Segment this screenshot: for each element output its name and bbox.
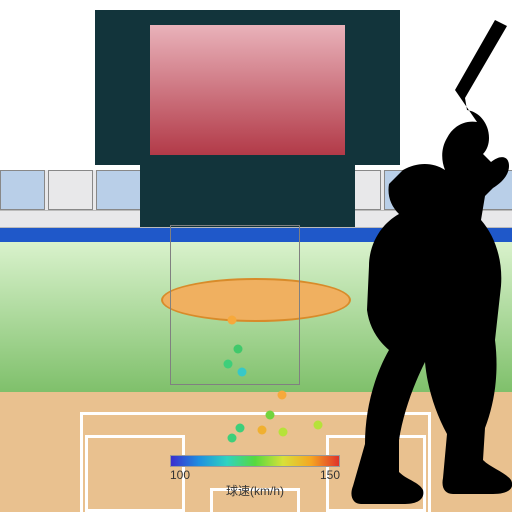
batter-silhouette <box>295 20 512 510</box>
pitch-point <box>266 411 275 420</box>
stand-segment <box>96 170 141 210</box>
stand-segment <box>48 170 93 210</box>
pitch-point <box>236 424 245 433</box>
pitch-point <box>258 426 267 435</box>
pitch-point <box>228 434 237 443</box>
plate-line <box>80 412 83 512</box>
pitch-location-chart: 100150球速(km/h) <box>0 0 512 512</box>
pitch-point <box>234 345 243 354</box>
pitch-point <box>279 428 288 437</box>
pitch-point <box>228 316 237 325</box>
strike-zone <box>170 225 300 385</box>
legend-tick: 100 <box>170 468 190 482</box>
pitch-point <box>278 391 287 400</box>
pitch-point <box>224 360 233 369</box>
stand-segment <box>0 170 45 210</box>
pitch-point <box>238 368 247 377</box>
